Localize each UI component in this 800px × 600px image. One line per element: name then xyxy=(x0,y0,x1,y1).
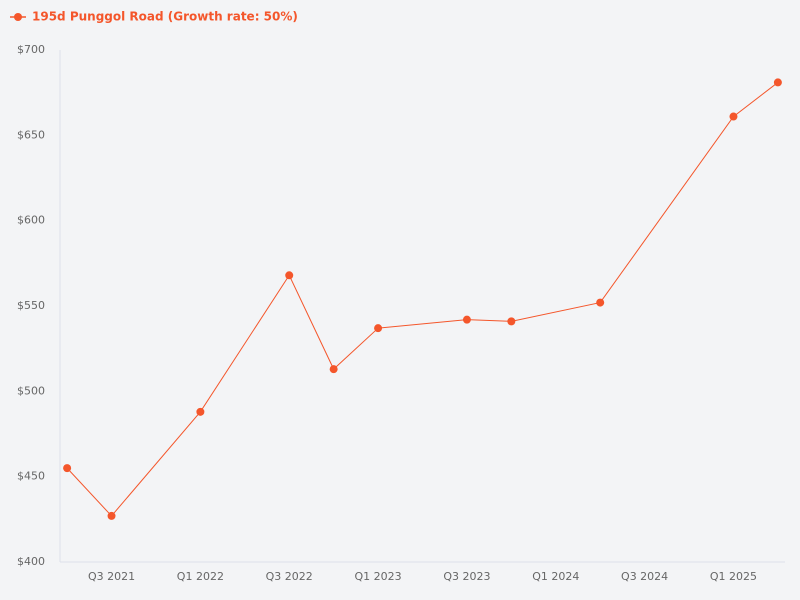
x-tick-label: Q1 2022 xyxy=(177,570,224,583)
legend-marker xyxy=(14,13,22,21)
x-tick-label: Q3 2024 xyxy=(621,570,668,583)
y-tick-label: $600 xyxy=(17,214,45,227)
data-point[interactable] xyxy=(329,365,338,374)
data-point[interactable] xyxy=(729,112,738,121)
x-tick-label: Q1 2025 xyxy=(710,570,757,583)
data-point[interactable] xyxy=(596,298,605,307)
data-point[interactable] xyxy=(773,78,782,87)
y-tick-label: $700 xyxy=(17,43,45,56)
data-point[interactable] xyxy=(374,324,383,333)
y-tick-label: $650 xyxy=(17,128,45,141)
x-tick-label: Q1 2024 xyxy=(532,570,579,583)
x-tick-label: Q3 2022 xyxy=(266,570,313,583)
x-tick-label: Q1 2023 xyxy=(354,570,401,583)
y-tick-label: $450 xyxy=(17,470,45,483)
x-tick-label: Q3 2023 xyxy=(443,570,490,583)
data-point[interactable] xyxy=(285,271,294,280)
data-point[interactable] xyxy=(63,464,72,473)
series-line xyxy=(66,82,779,517)
legend-label[interactable]: 195d Punggol Road (Growth rate: 50%) xyxy=(32,10,298,24)
data-point[interactable] xyxy=(107,511,116,520)
data-point[interactable] xyxy=(462,315,471,324)
x-tick-label: Q3 2021 xyxy=(88,570,135,583)
data-point[interactable] xyxy=(196,407,205,416)
y-tick-label: $500 xyxy=(17,384,45,397)
y-tick-label: $550 xyxy=(17,299,45,312)
data-point[interactable] xyxy=(507,317,516,326)
y-tick-label: $400 xyxy=(17,555,45,568)
